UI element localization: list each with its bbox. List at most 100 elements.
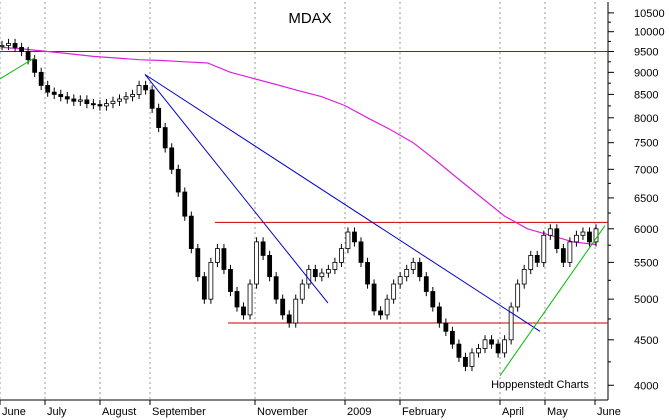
price-candle [84, 99, 90, 104]
price-candle [476, 348, 481, 354]
price-candle [188, 215, 194, 249]
price-candle [567, 241, 573, 263]
x-tick-label: April [502, 406, 524, 418]
price-candle [25, 51, 31, 61]
price-candle [515, 283, 521, 308]
price-candle [58, 94, 64, 98]
price-candle [90, 103, 96, 106]
price-candle [123, 96, 129, 100]
y-tick-label: 6000 [634, 224, 658, 236]
price-candle [143, 85, 149, 91]
price-candle [38, 71, 44, 86]
price-candle [443, 322, 449, 332]
price-candle [286, 314, 292, 324]
x-tick-label: June [597, 406, 621, 418]
trend-line [0, 57, 36, 80]
x-tick-label: May [547, 406, 568, 418]
moving-average-line [1, 46, 597, 246]
price-candle [45, 85, 51, 93]
trend-line [144, 74, 329, 304]
price-candle [299, 283, 305, 300]
price-candle [365, 261, 370, 285]
price-candle [51, 91, 57, 95]
price-candle [260, 241, 266, 256]
y-tick-label: 9000 [634, 67, 658, 79]
price-candle [19, 47, 24, 52]
y-tick-label: 10500 [634, 8, 665, 20]
price-candle [521, 269, 527, 285]
price-candle [358, 241, 364, 263]
price-candle [64, 96, 70, 100]
x-axis: June July August September November 2009 Febru… [0, 399, 621, 418]
price-candle [77, 99, 83, 102]
price-candle [182, 191, 188, 217]
price-candle [195, 248, 201, 278]
price-candle [0, 45, 5, 48]
price-candle [391, 283, 397, 300]
y-tick-label: 4000 [634, 380, 658, 392]
price-candle [208, 261, 214, 300]
watermark-label: Hoppenstedt Charts [491, 379, 589, 391]
price-candle [534, 255, 540, 263]
y-tick-label: 5000 [634, 294, 658, 306]
price-candle [345, 231, 351, 249]
price-candle [332, 261, 338, 270]
price-candle [489, 339, 494, 345]
price-candle [12, 43, 18, 48]
y-tick-label: 4500 [634, 335, 658, 347]
price-candle [384, 298, 390, 316]
moving-average [1, 46, 597, 246]
y-tick-label: 8000 [634, 113, 658, 125]
price-candle [104, 103, 109, 107]
price-candle [449, 330, 455, 345]
trend-line [499, 225, 606, 377]
trend-lines [0, 57, 606, 377]
vertical-grid [0, 2, 596, 400]
price-candle [397, 276, 403, 285]
x-tick-label: February [402, 406, 447, 418]
price-candle [162, 127, 168, 149]
price-candle [156, 107, 162, 128]
price-candle [495, 343, 501, 354]
y-tick-label: 5500 [634, 257, 658, 269]
price-candle [404, 269, 410, 278]
price-candle [149, 89, 155, 109]
x-tick-label: June [2, 406, 26, 418]
price-candle [547, 228, 553, 236]
price-candle [234, 291, 240, 308]
price-candle [280, 298, 286, 316]
y-tick-label: 7000 [634, 164, 658, 176]
price-candle [71, 98, 77, 102]
y-tick-label: 10000 [634, 27, 665, 39]
price-candle [325, 269, 331, 274]
price-candle [312, 269, 318, 278]
price-candle [423, 276, 429, 292]
price-candle [201, 276, 207, 300]
chart-title: MDAX [288, 10, 331, 27]
price-candle [175, 168, 181, 193]
price-candle [587, 231, 592, 243]
price-candle [32, 59, 38, 73]
price-candle [378, 310, 383, 316]
price-candle [247, 283, 253, 316]
price-candle [410, 261, 416, 270]
y-tick-label: 6500 [634, 193, 658, 205]
y-tick-label: 9500 [634, 46, 658, 58]
price-candle [508, 306, 514, 341]
price-candle [319, 272, 325, 278]
price-series [0, 38, 599, 372]
price-candle [169, 147, 175, 170]
price-candle [215, 248, 220, 263]
price-candle [352, 231, 357, 243]
price-candle [267, 255, 273, 278]
price-candle [136, 85, 142, 95]
price-candle [417, 261, 423, 278]
price-candle [293, 298, 299, 324]
x-tick-label: July [47, 406, 67, 418]
price-candle [456, 343, 462, 358]
price-candle [482, 339, 488, 349]
price-candle [528, 255, 534, 270]
price-candle [117, 98, 122, 102]
x-tick-label: 2009 [347, 406, 371, 418]
